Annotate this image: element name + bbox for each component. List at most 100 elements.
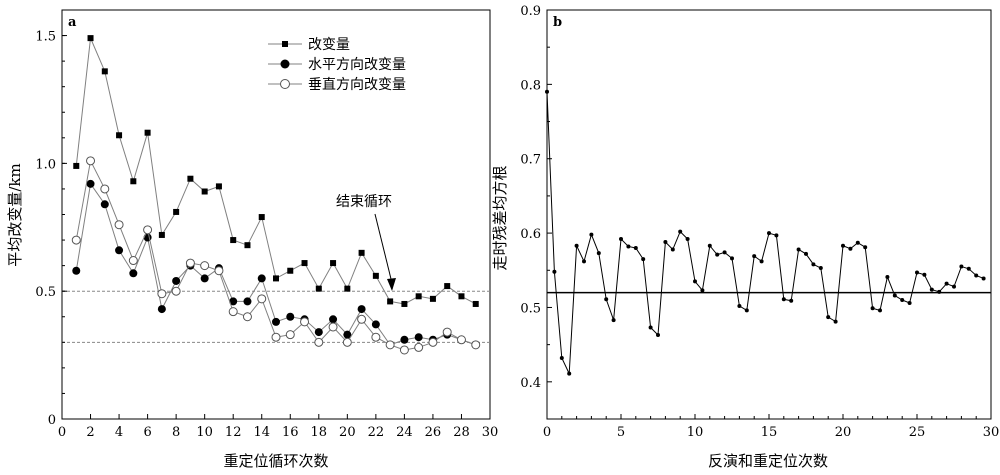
x-tick-label: 5: [617, 425, 625, 440]
data-point-square: [187, 175, 194, 182]
data-point-square: [116, 132, 123, 139]
y-tick-label: 1.0: [35, 157, 56, 172]
x-tick-label: 25: [909, 425, 926, 440]
data-point-open-circle: [371, 332, 381, 342]
y-tick-label: 0.5: [35, 285, 56, 300]
y-tick-label: 0.7: [520, 153, 541, 168]
y-axis-title-a: 平均改变量/km: [6, 163, 24, 266]
data-point-filled-circle: [100, 200, 109, 209]
data-point-square: [287, 267, 294, 274]
data-point-filled-circle: [314, 328, 323, 337]
data-point-dot: [870, 306, 875, 311]
data-point-dot: [619, 237, 623, 242]
data-point-dot: [567, 371, 572, 376]
data-point-dot: [811, 262, 816, 267]
data-point-filled-circle: [172, 276, 181, 285]
data-point-dot: [604, 297, 609, 302]
data-point-dot: [648, 325, 653, 330]
data-point-filled-circle: [72, 266, 81, 275]
data-point-square: [273, 275, 279, 282]
data-point-dot: [892, 293, 897, 298]
data-point-square: [301, 260, 308, 267]
data-point-square: [401, 300, 408, 307]
data-point-open-circle: [342, 337, 352, 347]
series-line-0: [75, 36, 476, 305]
data-point-dot: [885, 274, 890, 279]
data-point-dot: [804, 251, 808, 256]
data-point-dot: [781, 297, 786, 302]
y-tick-label: 0: [48, 413, 56, 428]
annotation-arrow-head: [387, 278, 396, 291]
data-point-dot: [855, 240, 860, 245]
data-point-dot: [929, 287, 934, 292]
x-tick-label: 20: [835, 425, 852, 440]
x-tick-label: 4: [115, 425, 123, 440]
data-point-square: [158, 231, 165, 238]
data-point-filled-circle: [157, 305, 166, 314]
x-tick-label: 0: [543, 425, 551, 440]
data-point-dot: [730, 256, 734, 261]
data-point-dot: [789, 298, 794, 303]
data-point-open-circle: [200, 261, 210, 271]
x-tick-label: 18: [311, 425, 328, 440]
data-point-dot: [796, 247, 801, 252]
data-point-square: [230, 237, 237, 244]
data-point-filled-circle: [243, 297, 252, 306]
data-point-square: [444, 283, 451, 290]
data-point-filled-circle: [357, 305, 366, 314]
data-point-dot: [937, 289, 942, 294]
x-tick-label: 14: [253, 425, 270, 440]
data-point-dot: [707, 243, 712, 248]
data-point-square: [244, 242, 251, 249]
data-point-open-circle: [100, 184, 110, 194]
data-point-dot: [959, 264, 964, 269]
x-tick-label: 20: [339, 425, 356, 440]
data-point-open-circle: [328, 322, 338, 332]
data-point-dot: [878, 308, 882, 313]
data-point-dot: [818, 266, 823, 271]
data-point-square: [73, 162, 80, 169]
y-tick-label: 0.9: [520, 4, 541, 19]
data-point-square: [472, 300, 479, 307]
data-point-dot: [759, 259, 764, 264]
x-tick-label: 6: [143, 425, 151, 440]
x-tick-label: 2: [86, 425, 94, 440]
data-point-dot: [715, 252, 720, 257]
data-point-filled-circle: [286, 312, 295, 321]
x-tick-label: 15: [761, 425, 778, 440]
data-point-open-circle: [314, 337, 324, 347]
data-point-square: [429, 295, 436, 302]
panel-label-b: b: [553, 15, 562, 30]
data-point-square: [258, 214, 265, 221]
data-point-dot: [663, 240, 668, 245]
data-point-open-circle: [428, 337, 438, 347]
legend-label-horizontal: 水平方向改变量: [308, 57, 406, 73]
data-point-dot: [915, 270, 919, 275]
data-point-square: [387, 298, 394, 305]
panel-b: b 反演和重定位次数 走时残差均方根 0 5 10 15 20 25 30 0.4 0.5 0.6…: [491, 4, 999, 470]
x-tick-label: 16: [282, 425, 299, 440]
x-tick-label: 24: [396, 425, 413, 440]
data-point-filled-circle: [200, 274, 209, 283]
data-point-square: [415, 293, 422, 300]
data-point-dot: [574, 243, 579, 248]
legend-marker-change: [282, 41, 288, 47]
data-point-dot: [552, 269, 557, 274]
data-point-open-circle: [285, 330, 295, 340]
data-point-open-circle: [114, 220, 124, 230]
data-point-filled-circle: [115, 246, 124, 255]
data-point-open-circle: [414, 342, 424, 352]
data-point-dot: [626, 244, 631, 249]
data-point-square: [358, 249, 365, 256]
data-point-dot: [952, 284, 956, 289]
data-point-open-circle: [442, 327, 452, 337]
data-point-dot: [722, 250, 727, 255]
data-point-filled-circle: [272, 317, 280, 326]
plot-frame-a: [61, 9, 491, 420]
data-point-dot: [582, 259, 586, 264]
data-point-square: [344, 285, 351, 292]
data-point-open-circle: [357, 314, 367, 324]
y-tick-label: 0.8: [520, 78, 541, 93]
data-point-dot: [826, 315, 831, 320]
